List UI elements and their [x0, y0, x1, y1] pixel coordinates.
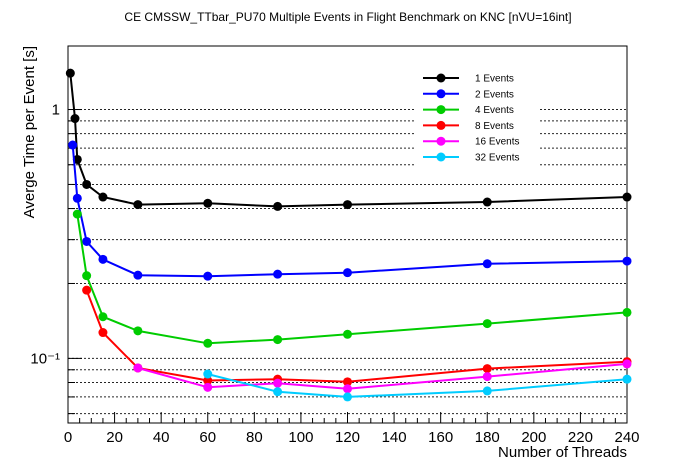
x-tick-label: 60 — [199, 429, 216, 446]
data-point — [133, 270, 143, 280]
data-point — [482, 259, 492, 269]
data-point — [343, 384, 352, 394]
data-point — [273, 201, 283, 211]
data-point — [482, 364, 492, 374]
y-tick-label: 10⁻¹ — [30, 350, 60, 367]
data-point — [203, 271, 213, 281]
data-point — [82, 271, 92, 281]
data-point — [273, 269, 283, 279]
y-tick-label: 1 — [52, 102, 60, 119]
grid-lines — [68, 109, 627, 415]
data-point — [273, 378, 283, 388]
data-point — [622, 374, 632, 384]
legend-label: 4 Events — [475, 105, 514, 116]
x-tick-label: 80 — [246, 429, 263, 446]
data-point — [622, 359, 632, 369]
data-point — [72, 193, 82, 203]
x-tick-label: 220 — [568, 429, 593, 446]
x-tick-label: 160 — [428, 429, 453, 446]
x-tick-label: 40 — [153, 429, 170, 446]
data-point — [273, 335, 283, 345]
x-tick-label: 0 — [64, 429, 72, 446]
data-point — [68, 140, 78, 150]
data-point — [98, 192, 108, 202]
data-point — [98, 312, 108, 322]
data-point — [622, 192, 632, 202]
data-point — [82, 179, 92, 189]
series-line — [69, 73, 628, 208]
data-point — [98, 254, 108, 264]
x-tick-label: 240 — [614, 429, 639, 446]
data-point — [98, 328, 108, 338]
legend-marker — [436, 152, 446, 162]
legend-marker — [436, 120, 446, 130]
data-point — [203, 198, 213, 208]
data-point — [622, 256, 632, 266]
legend-label: 8 Events — [475, 121, 514, 132]
data-point — [133, 363, 143, 373]
data-point — [203, 338, 213, 348]
legend-label: 16 Events — [475, 137, 519, 148]
legend: 1 Events 2 Events 4 Events 8 Events 16 Event… — [414, 68, 538, 171]
series-line — [137, 362, 628, 390]
data-point — [72, 209, 82, 219]
data-point — [203, 382, 213, 392]
series-line — [71, 144, 628, 278]
data-point — [343, 268, 352, 278]
legend-marker — [436, 73, 446, 83]
x-tick-label: 140 — [382, 429, 407, 446]
legend-label: 1 Events — [475, 74, 514, 85]
x-tick-label: 120 — [335, 429, 360, 446]
legend-box — [414, 68, 538, 171]
x-tick-label: 200 — [521, 429, 546, 446]
data-point — [82, 285, 92, 295]
y-axis-title: Averge Time per Event [s] — [21, 46, 38, 218]
data-point — [70, 114, 80, 124]
series-line — [207, 373, 628, 398]
data-point — [133, 200, 143, 210]
x-tick-label: 180 — [475, 429, 500, 446]
x-tick-label: 20 — [106, 429, 123, 446]
legend-marker — [436, 89, 446, 99]
data-point — [343, 377, 352, 387]
data-point — [482, 372, 492, 382]
data-point — [203, 369, 213, 379]
series-line — [76, 213, 628, 345]
data-point — [482, 319, 492, 329]
axes: 1 10⁻¹ 0 20 40 60 80 100 120 140 160 180 200 220 240 — [30, 102, 639, 446]
data-point — [343, 200, 352, 210]
legend-marker — [436, 136, 446, 146]
data-point — [343, 329, 352, 339]
chart-title: CE CMSSW_TTbar_PU70 Multiple Events in F… — [124, 10, 571, 24]
data-point — [343, 392, 352, 402]
series-layer — [65, 68, 632, 402]
data-point — [273, 387, 283, 397]
legend-label: 2 Events — [475, 89, 514, 100]
x-axis-title: Number of Threads — [498, 444, 627, 461]
data-point — [203, 375, 213, 385]
series-line — [85, 289, 628, 383]
data-point — [133, 326, 143, 336]
data-point — [482, 386, 492, 396]
data-point — [82, 236, 92, 246]
x-tick-label: 100 — [288, 429, 313, 446]
data-point — [65, 68, 75, 78]
data-point — [482, 197, 492, 207]
legend-label: 32 Events — [475, 153, 519, 164]
legend-marker — [436, 105, 446, 115]
data-point — [622, 307, 632, 317]
